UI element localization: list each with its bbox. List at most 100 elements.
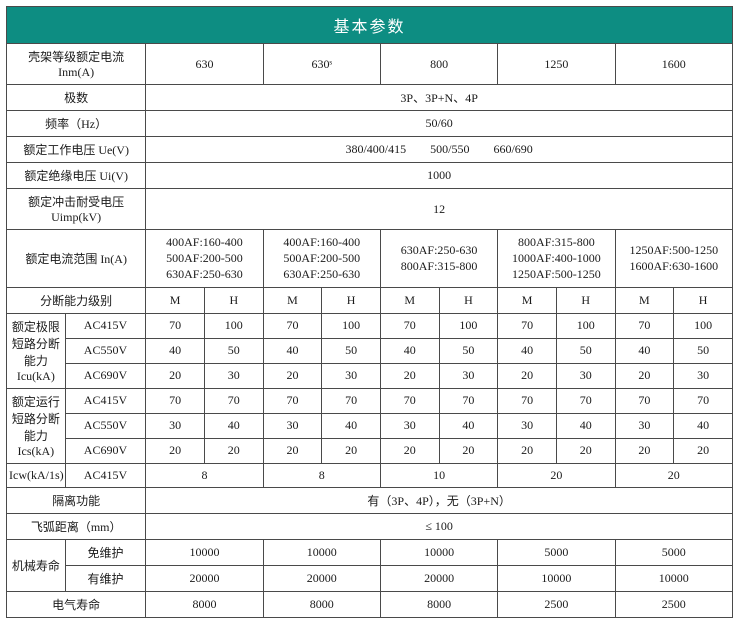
label-uimp: 额定冲击耐受电压 Uimp(kV) [7,189,146,230]
icw-1: 8 [263,463,380,487]
cell: 40 [498,338,557,363]
label-icu: 额定极限短路分断能力 Icu(kA) [7,313,66,388]
in-range-0: 400AF:160-400500AF:200-500630AF:250-630 [146,230,263,288]
cell: 20 [263,363,322,388]
icw-0: 8 [146,463,263,487]
cell: 20 [498,438,557,463]
bg-7: H [556,287,615,313]
cell: 30 [498,413,557,438]
table-title: 基本参数 [7,7,733,44]
ics-volt-415: AC415V [65,388,146,413]
value-arc: ≤ 100 [146,513,733,539]
cell: 50 [439,338,498,363]
cell: 70 [498,388,557,413]
cell: 70 [263,388,322,413]
ics-volt-550: AC550V [65,413,146,438]
cell: 70 [146,388,205,413]
value-ue: 380/400/415 500/550 660/690 [146,137,733,163]
cell: 70 [146,313,205,338]
cell: 40 [146,338,205,363]
label-icw: Icw(kA/1s) [7,463,66,487]
value-isolation: 有（3P、4P），无（3P+N） [146,487,733,513]
bg-0: M [146,287,205,313]
bg-6: M [498,287,557,313]
cell: 70 [322,388,381,413]
cell: 50 [322,338,381,363]
cell: 50 [674,338,733,363]
cell: 70 [556,388,615,413]
mwm-0: 20000 [146,565,263,591]
mwm-1: 20000 [263,565,380,591]
cell: 50 [204,338,263,363]
label-break-grade: 分断能力级别 [7,287,146,313]
cell: 100 [322,313,381,338]
label-ics: 额定运行短路分断能力 Ics(kA) [7,388,66,463]
cell: 40 [204,413,263,438]
icu-volt-690: AC690V [65,363,146,388]
icw-4: 20 [615,463,732,487]
in-range-3: 800AF:315-8001000AF:400-10001250AF:500-1… [498,230,615,288]
cell: 70 [439,388,498,413]
label-elec: 电气寿命 [7,591,146,617]
cell: 70 [615,313,674,338]
cell: 70 [498,313,557,338]
cell: 70 [263,313,322,338]
elec-4: 2500 [615,591,732,617]
cell: 20 [146,363,205,388]
mnm-1: 10000 [263,539,380,565]
icw-3: 20 [498,463,615,487]
bg-3: H [322,287,381,313]
cell: 40 [615,338,674,363]
inm-4: 1600 [615,44,732,85]
inm-3: 1250 [498,44,615,85]
value-poles: 3P、3P+N、4P [146,85,733,111]
cell: 100 [674,313,733,338]
cell: 30 [263,413,322,438]
cell: 40 [322,413,381,438]
ics-volt-690: AC690V [65,438,146,463]
label-arc: 飞弧距离（mm） [7,513,146,539]
spec-table: 基本参数 壳架等级额定电流 Inm(A) 630 630ˢ 800 1250 1… [6,6,733,618]
elec-1: 8000 [263,591,380,617]
inm-1: 630ˢ [263,44,380,85]
cell: 50 [556,338,615,363]
icu-volt-415: AC415V [65,313,146,338]
label-isolation: 隔离功能 [7,487,146,513]
cell: 20 [498,363,557,388]
cell: 30 [674,363,733,388]
bg-5: H [439,287,498,313]
cell: 30 [439,363,498,388]
icu-volt-550: AC550V [65,338,146,363]
inm-2: 800 [380,44,497,85]
cell: 20 [615,363,674,388]
label-freq: 频率（Hz） [7,111,146,137]
cell: 40 [439,413,498,438]
cell: 30 [146,413,205,438]
cell: 70 [380,388,439,413]
cell: 40 [263,338,322,363]
label-ui: 额定绝缘电压 Ui(V) [7,163,146,189]
cell: 30 [204,363,263,388]
label-mech: 机械寿命 [7,539,66,591]
cell: 20 [439,438,498,463]
cell: 70 [380,313,439,338]
mnm-4: 5000 [615,539,732,565]
cell: 20 [146,438,205,463]
bg-8: M [615,287,674,313]
value-uimp: 12 [146,189,733,230]
cell: 20 [263,438,322,463]
cell: 100 [556,313,615,338]
cell: 70 [674,388,733,413]
cell: 30 [322,363,381,388]
cell: 30 [380,413,439,438]
cell: 100 [204,313,263,338]
label-inm: 壳架等级额定电流 Inm(A) [7,44,146,85]
cell: 20 [674,438,733,463]
bg-2: M [263,287,322,313]
icw-volt: AC415V [65,463,146,487]
cell: 20 [556,438,615,463]
cell: 40 [556,413,615,438]
cell: 30 [556,363,615,388]
elec-2: 8000 [380,591,497,617]
cell: 40 [380,338,439,363]
